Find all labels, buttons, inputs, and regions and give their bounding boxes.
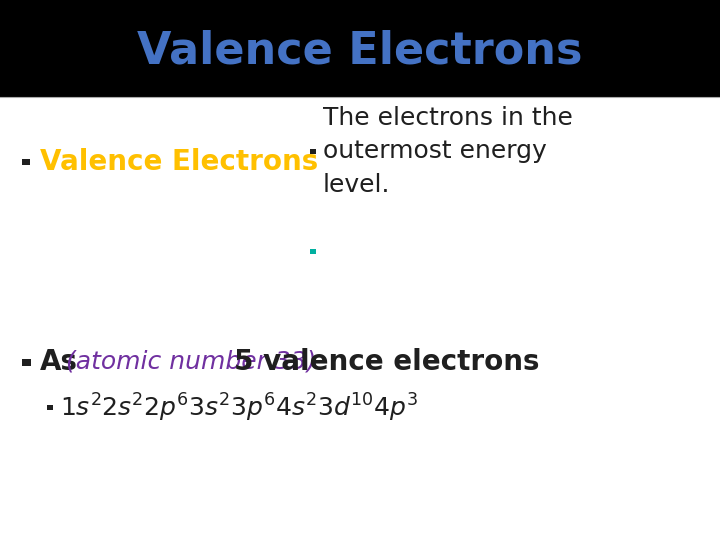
Text: s and p electrons in
last shell: s and p electrons in last shell	[0, 539, 1, 540]
Text: As: As	[40, 348, 78, 376]
Text: Valence Electrons: Valence Electrons	[40, 148, 318, 176]
Text: (atomic number 33): (atomic number 33)	[66, 350, 316, 374]
Text: The electrons in the
outermost energy
level.: The electrons in the outermost energy le…	[323, 106, 572, 197]
Text: 5 valence electrons: 5 valence electrons	[234, 348, 540, 376]
Text: s and p electrons in
last shell: s and p electrons in last shell	[323, 222, 569, 280]
Text: $1s^22s^22p^63s^23p^64s^23d^{10}4p^3$: $1s^22s^22p^63s^23p^64s^23d^{10}4p^3$	[60, 392, 418, 424]
Text: Valence Electrons: Valence Electrons	[138, 30, 582, 73]
